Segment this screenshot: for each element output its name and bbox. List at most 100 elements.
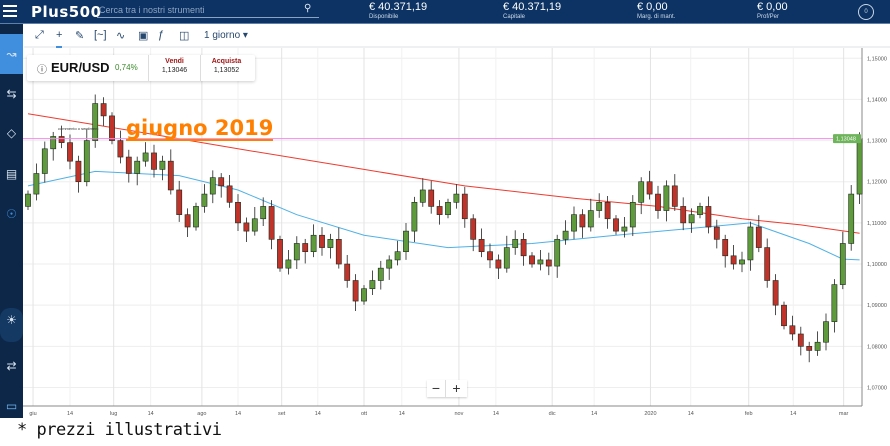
- candle-down: [797, 333, 804, 347]
- info-icon[interactable]: ⓘ: [37, 65, 47, 76]
- candle-down: [604, 202, 611, 220]
- candle-down: [243, 222, 250, 232]
- instrument-info-box: ⓘ EUR/USD 0,74% Vendi 1,13046 Acquista 1…: [27, 55, 255, 81]
- candle-up: [201, 193, 208, 207]
- sidebar-item-chat[interactable]: ▭: [0, 394, 23, 419]
- zoom-in-button[interactable]: +: [452, 380, 461, 396]
- x-tick-label: 14: [591, 411, 597, 417]
- stat-value: € 0,00: [637, 1, 668, 13]
- x-tick-label: dic: [549, 411, 556, 417]
- candle-up: [629, 202, 636, 228]
- sidebar-item-trades[interactable]: ⇆: [0, 82, 23, 107]
- change-percent: 0,74%: [115, 63, 138, 72]
- candle-down: [487, 251, 493, 261]
- sidebar-item-funds[interactable]: ☉: [0, 202, 23, 227]
- candle-down: [226, 185, 233, 203]
- timeframe-dropdown[interactable]: 1 giorno ▾: [204, 30, 248, 41]
- crosshair-icon[interactable]: +: [56, 29, 63, 48]
- indicator-icon[interactable]: [~]: [94, 29, 107, 41]
- candle-down: [655, 193, 661, 211]
- x-tick-label: 14: [67, 411, 73, 417]
- candle-down: [478, 239, 485, 252]
- candle-up: [638, 181, 645, 203]
- candle-up: [587, 210, 594, 228]
- stat-maintenance-margin: € 0,00 Marg. di mant.: [637, 1, 675, 21]
- candle-up: [293, 243, 300, 261]
- candle-down: [302, 243, 309, 252]
- candle-up: [554, 239, 561, 267]
- chat-icon: ▭: [5, 399, 18, 413]
- candle-down: [470, 218, 477, 240]
- theme-toggle[interactable]: ☀: [0, 308, 23, 342]
- candle-up: [453, 193, 460, 203]
- candle-down: [772, 280, 779, 306]
- x-tick-label: 14: [315, 411, 321, 417]
- search-input[interactable]: [97, 2, 319, 18]
- candle-down: [705, 206, 712, 228]
- briefcase-icon: ▤: [5, 167, 18, 181]
- candle-up: [41, 148, 48, 174]
- candle-up: [310, 234, 317, 252]
- y-tick-label: 1,15000: [867, 56, 887, 62]
- candle-down: [67, 142, 73, 162]
- moving-average-short-line: [27, 170, 860, 261]
- sell-button[interactable]: Vendi 1,13046: [148, 55, 200, 81]
- sidebar-item-portfolio[interactable]: ▤: [0, 162, 23, 187]
- sidebar-item-charts[interactable]: ↝: [0, 34, 23, 74]
- hamburger-menu-icon[interactable]: [3, 5, 17, 19]
- candle-up: [377, 267, 384, 281]
- candle-up: [193, 206, 199, 228]
- stat-profit-loss: € 0,00 Prof/Per: [757, 1, 788, 21]
- fullscreen-icon[interactable]: ⤢: [35, 29, 44, 41]
- x-tick-label: 14: [235, 411, 241, 417]
- candle-up: [739, 259, 745, 265]
- candle-down: [344, 263, 351, 281]
- zoom-out-button[interactable]: −: [427, 380, 446, 397]
- buy-button[interactable]: Acquista 1,13052: [200, 55, 252, 81]
- y-tick-label: 1,11000: [867, 221, 886, 227]
- candle-up: [823, 321, 829, 343]
- sidebar-item-orders[interactable]: ◇: [0, 121, 23, 146]
- candle-up: [394, 251, 401, 261]
- current-price-tag: [833, 134, 861, 144]
- x-tick-label: set: [278, 411, 286, 417]
- candle-down: [151, 152, 157, 170]
- candle-down: [613, 218, 619, 232]
- candle-type-icon[interactable]: ◫: [179, 30, 190, 42]
- candle-down: [495, 259, 502, 269]
- stat-label: Disponibile: [369, 14, 399, 20]
- notifications-badge[interactable]: 0: [858, 4, 874, 20]
- draw-pencil-icon[interactable]: ✎: [75, 30, 85, 42]
- candle-up: [831, 284, 838, 322]
- candle-down: [722, 239, 729, 257]
- candle-up: [848, 193, 855, 244]
- price-chart[interactable]: 1,15000 1,14000 1,13000 1,12000 1,11000 1,100…: [23, 48, 890, 418]
- stat-label: Prof/Per: [757, 14, 780, 20]
- candle-down: [781, 304, 787, 327]
- candle-up: [403, 230, 409, 252]
- candle-up: [537, 259, 544, 265]
- dollar-circle-icon: ☉: [6, 207, 17, 221]
- save-icon[interactable]: ▣: [138, 30, 149, 42]
- candle-down: [520, 239, 527, 257]
- candle-up: [747, 226, 754, 261]
- candle-down: [579, 214, 586, 228]
- function-icon[interactable]: ƒ: [158, 29, 165, 41]
- line-chart-icon: ↝: [6, 47, 17, 61]
- candle-down: [335, 239, 342, 265]
- candle-up: [285, 259, 292, 269]
- search-icon[interactable]: ⚲: [304, 3, 312, 14]
- stat-value: € 0,00: [757, 1, 788, 13]
- y-tick-label: 1,12000: [867, 180, 887, 186]
- candle-down: [755, 226, 762, 248]
- sun-icon: ☀: [6, 313, 17, 327]
- candle-down: [764, 247, 771, 281]
- trend-icon[interactable]: ∿: [116, 30, 126, 42]
- candle-up: [83, 140, 90, 183]
- candle-down: [806, 346, 813, 351]
- stat-value: € 40.371,19: [369, 1, 428, 13]
- sidebar-item-switch[interactable]: ⇄: [0, 354, 23, 379]
- sell-price: 1,13046: [161, 67, 188, 74]
- candle-down: [529, 255, 535, 265]
- candle-down: [75, 160, 82, 183]
